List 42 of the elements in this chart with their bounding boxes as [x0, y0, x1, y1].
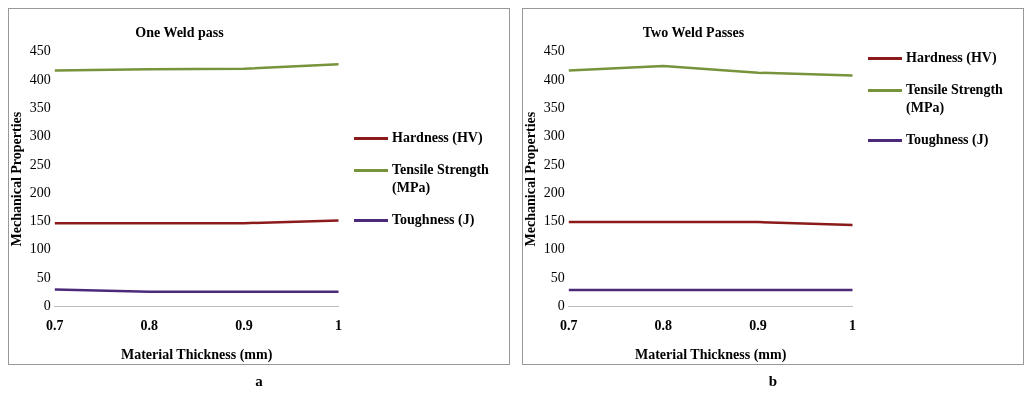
- legend-label: Hardness (HV): [906, 49, 997, 67]
- y-tick-label: 450: [543, 43, 565, 59]
- y-tick-label: 300: [543, 128, 565, 144]
- legend-label: Toughness (J): [392, 211, 475, 229]
- y-axis-title: Mechanical Properties: [9, 111, 25, 247]
- y-tick-label: 350: [29, 100, 51, 116]
- x-tick-label: 0.7: [46, 318, 64, 334]
- y-tick-label: 250: [29, 156, 51, 172]
- x-tick-label: 0.9: [749, 318, 767, 334]
- x-tick-label: 0.8: [140, 318, 159, 334]
- y-tick-label: 100: [543, 241, 565, 257]
- y-tick-label: 50: [550, 269, 565, 285]
- x-axis-title: Material Thickness (mm): [634, 347, 787, 364]
- y-tick-label: 150: [29, 213, 51, 229]
- y-tick-label: 400: [543, 71, 565, 87]
- y-tick-label: 200: [543, 184, 565, 200]
- y-tick-label: 250: [543, 156, 565, 172]
- chart-title: Two Weld Passes: [642, 25, 745, 41]
- y-axis-title: Mechanical Properties: [523, 111, 539, 247]
- y-tick-label: 0: [43, 298, 51, 314]
- legend-label: Tensile Strength (MPa): [392, 161, 490, 197]
- y-tick-label: 50: [36, 269, 51, 285]
- legend-label: Tensile Strength (MPa): [906, 81, 1004, 117]
- y-tick-label: 100: [29, 241, 51, 257]
- y-tick-label: 200: [29, 184, 51, 200]
- text: a: [254, 373, 264, 390]
- x-tick-label: 0.9: [235, 318, 253, 334]
- y-tick-label: 450: [29, 43, 51, 59]
- x-tick-label: 0.8: [654, 318, 673, 334]
- x-tick-label: 1: [849, 318, 856, 334]
- text: b: [767, 373, 779, 390]
- y-tick-label: 350: [543, 100, 565, 116]
- legend-label: Toughness (J): [906, 131, 989, 149]
- x-tick-label: 0.7: [560, 318, 578, 334]
- x-axis-title: Material Thickness (mm): [120, 347, 273, 364]
- chart-title: One Weld pass: [135, 25, 225, 41]
- x-tick-label: 1: [335, 318, 342, 334]
- y-tick-label: 300: [29, 128, 51, 144]
- y-tick-label: 150: [543, 213, 565, 229]
- y-tick-label: 400: [29, 71, 51, 87]
- y-tick-label: 0: [557, 298, 565, 314]
- legend-label: Hardness (HV): [392, 129, 483, 147]
